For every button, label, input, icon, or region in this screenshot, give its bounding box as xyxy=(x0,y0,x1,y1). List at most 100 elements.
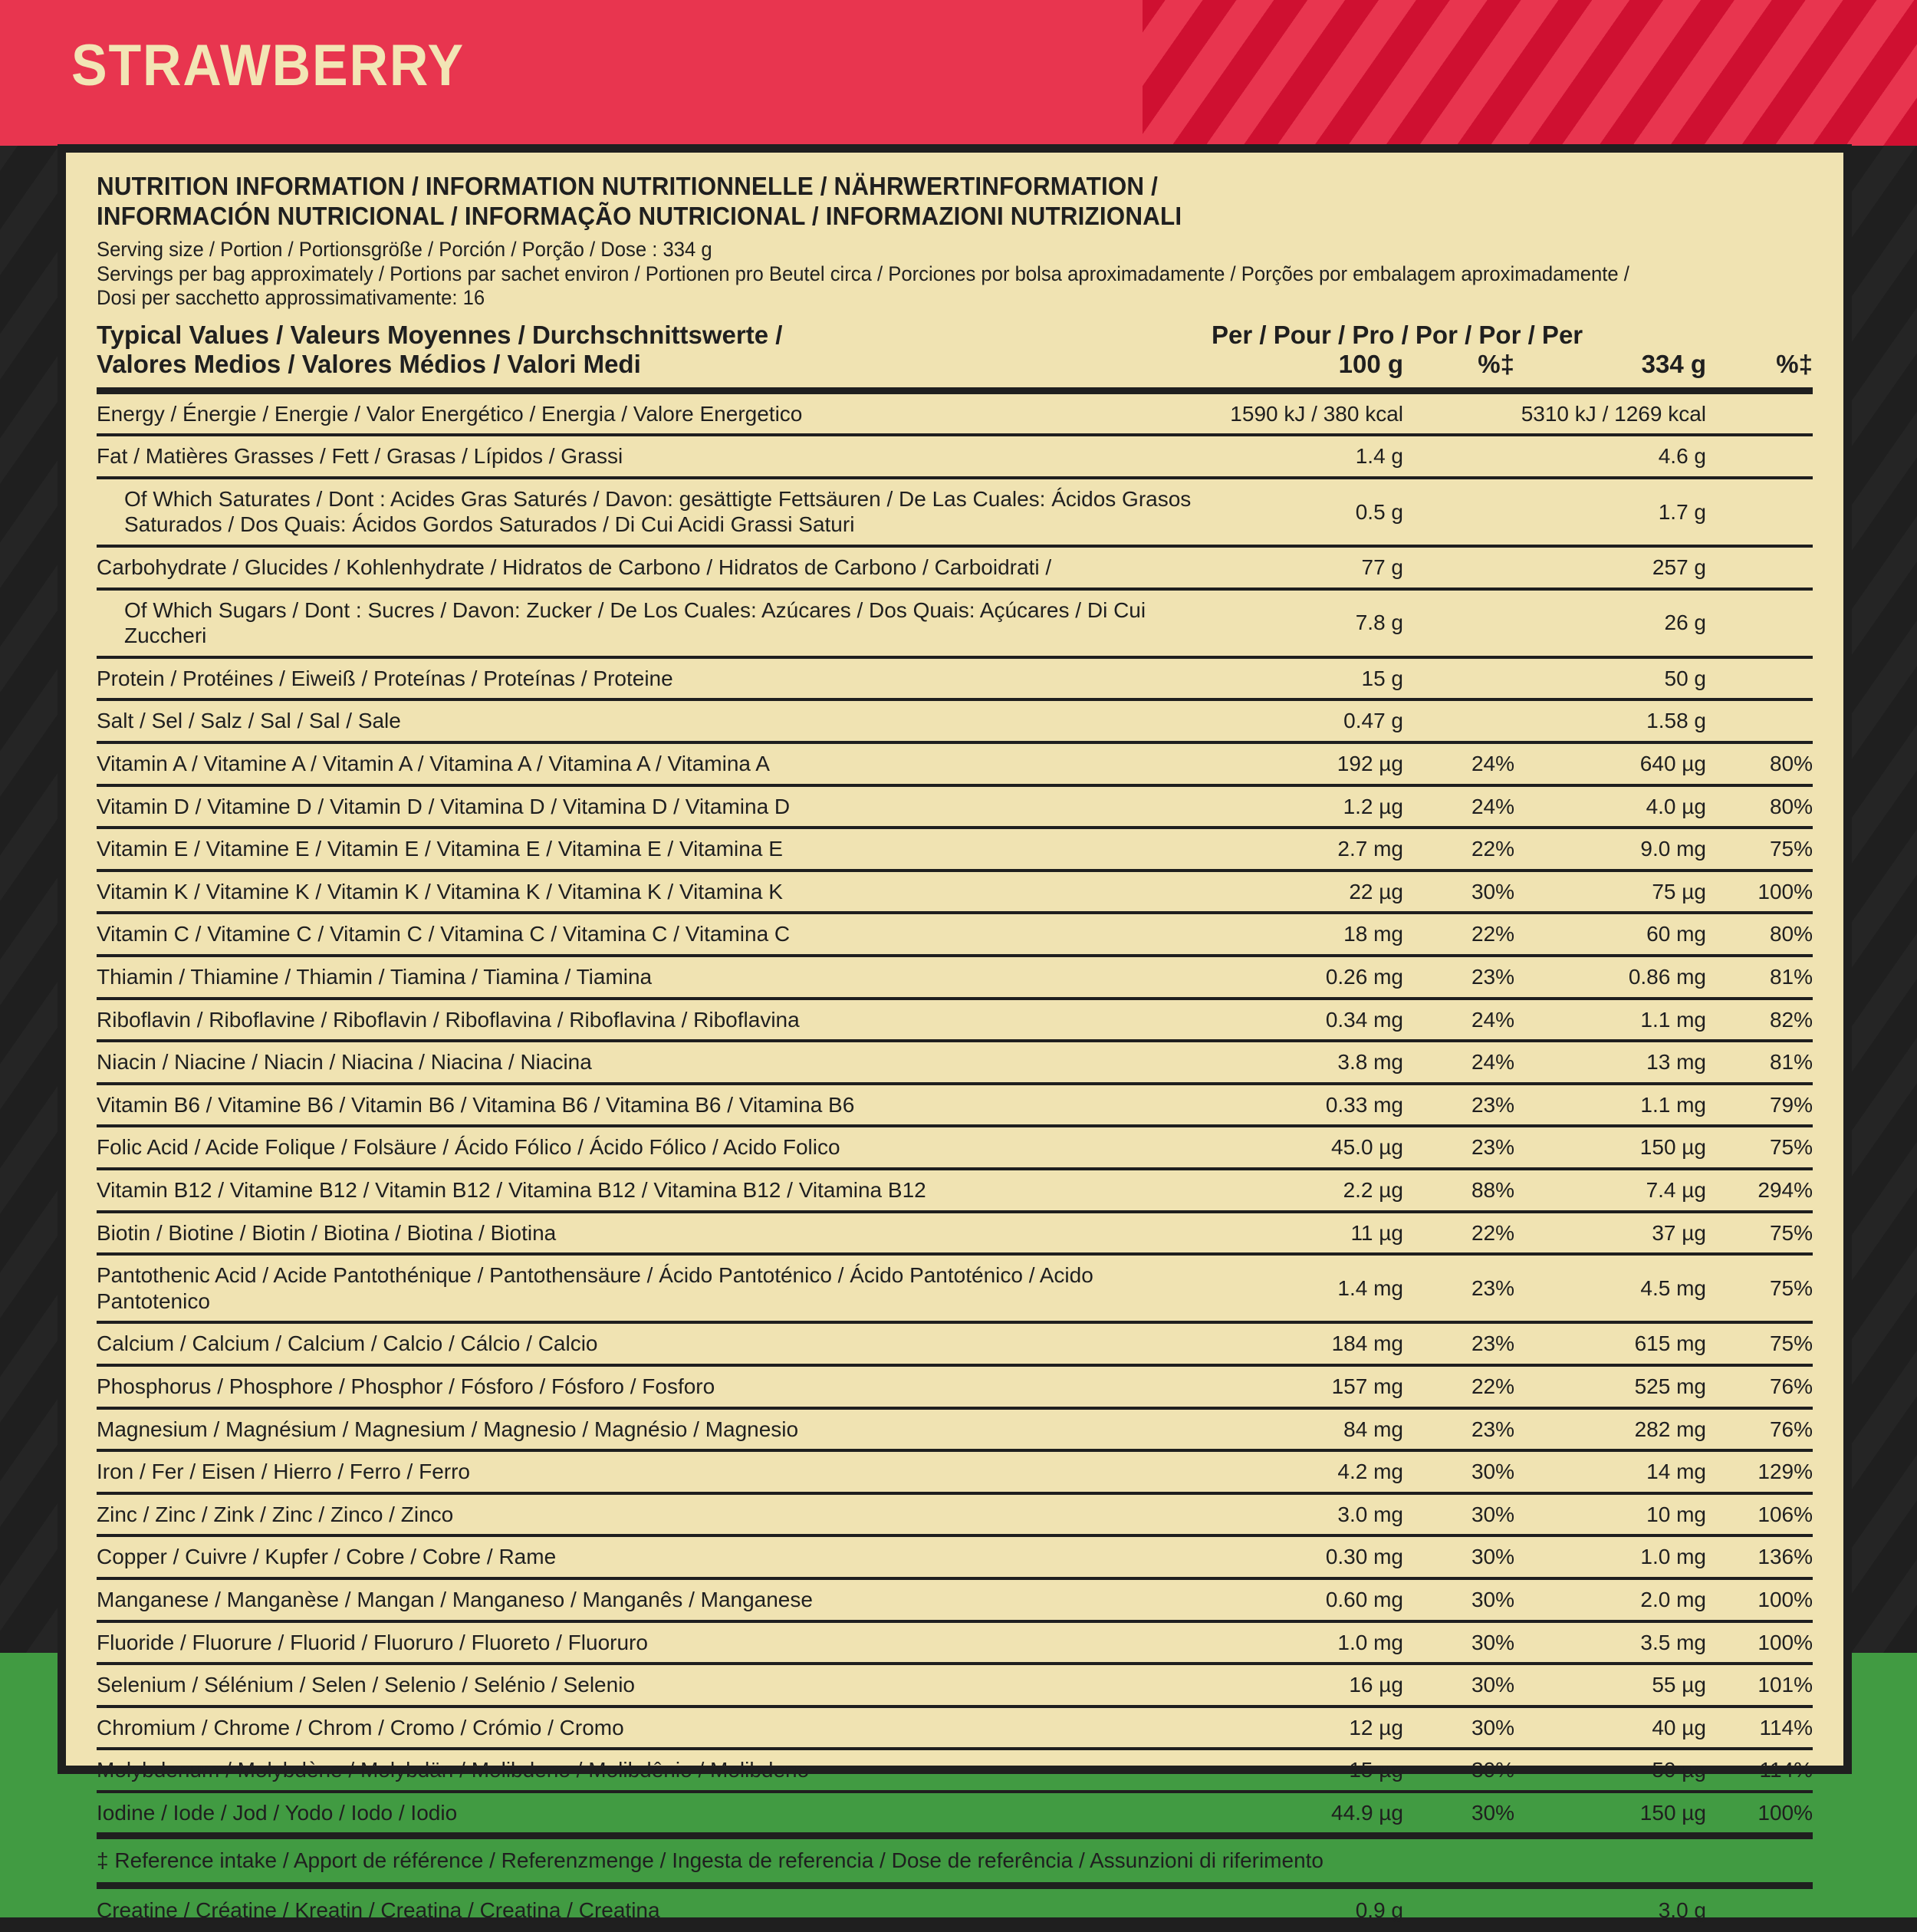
creatine-row: Creatine / Créatine / Kreatin / Creatina… xyxy=(97,1886,1813,1932)
nutrient-name: Copper / Cuivre / Kupfer / Cobre / Cobre… xyxy=(97,1535,1212,1580)
nutrient-name: Of Which Sugars / Dont : Sucres / Davon:… xyxy=(97,588,1212,659)
pct-per-334g: 100% xyxy=(1706,1791,1813,1840)
nutrient-name: Zinc / Zinc / Zink / Zinc / Zinco / Zinc… xyxy=(97,1493,1212,1538)
value-per-334g: 4.0 µg xyxy=(1514,785,1706,830)
nutrition-row: Molybdenum / Molybdène / Molybdän / Moli… xyxy=(97,1749,1813,1793)
pct-per-100g: 30% xyxy=(1403,1621,1514,1666)
nutrient-name: Riboflavin / Riboflavine / Riboflavin / … xyxy=(97,998,1212,1043)
pct-per-334g xyxy=(1706,546,1813,591)
value-per-100g: 1.0 mg xyxy=(1212,1621,1403,1666)
value-per-334g: 5310 kJ / 1269 kcal xyxy=(1514,390,1706,437)
value-per-100g: 11 µg xyxy=(1212,1211,1403,1256)
value-per-100g: 184 mg xyxy=(1212,1322,1403,1367)
value-per-334g: 75 µg xyxy=(1514,870,1706,915)
nutrient-name: Molybdenum / Molybdène / Molybdän / Moli… xyxy=(97,1749,1212,1793)
column-header-100g: 100 g xyxy=(1338,350,1403,379)
column-header-per-prefix: Per / Pour / Pro / Por / Por / Per xyxy=(1212,321,1583,350)
nutrition-row: Vitamin C / Vitamine C / Vitamin C / Vit… xyxy=(97,913,1813,957)
nutrition-row: Salt / Sel / Salz / Sal / Sal / Sale 0.47… xyxy=(97,699,1813,745)
value-per-334g: 4.6 g xyxy=(1514,435,1706,479)
nutrition-row: Biotin / Biotine / Biotin / Biotina / Bi… xyxy=(97,1211,1813,1256)
value-per-334g: 257 g xyxy=(1514,546,1706,591)
nutrient-name: Vitamin B6 / Vitamine B6 / Vitamin B6 / … xyxy=(97,1083,1212,1128)
nutrition-row: Zinc / Zinc / Zink / Zinc / Zinco / Zinc… xyxy=(97,1493,1813,1538)
pct-per-100g: 23% xyxy=(1403,956,1514,1000)
value-per-100g: 0.33 mg xyxy=(1212,1083,1403,1128)
pct-per-334g: 79% xyxy=(1706,1083,1813,1128)
serving-info-block: Serving size / Portion / Portionsgröße /… xyxy=(97,238,1813,310)
nutrition-row: Folic Acid / Acide Folique / Folsäure / … xyxy=(97,1126,1813,1170)
nutrient-name: Vitamin A / Vitamine A / Vitamin A / Vit… xyxy=(97,742,1212,787)
nutrition-row: Iodine / Iode / Jod / Yodo / Iodo / Iodi… xyxy=(97,1791,1813,1840)
pct-per-100g: 22% xyxy=(1403,1364,1514,1410)
nutrition-row: Vitamin D / Vitamine D / Vitamin D / Vit… xyxy=(97,785,1813,830)
value-per-100g: 1.4 mg xyxy=(1212,1254,1403,1325)
pct-per-334g: 75% xyxy=(1706,1254,1813,1325)
nutrient-name: Biotin / Biotine / Biotin / Biotina / Bi… xyxy=(97,1211,1212,1256)
pct-per-100g: 23% xyxy=(1403,1254,1514,1325)
pct-per-334g: 75% xyxy=(1706,1322,1813,1367)
value-per-100g: 2.7 mg xyxy=(1212,828,1403,872)
value-per-334g: 14 mg xyxy=(1514,1450,1706,1495)
pct-per-100g xyxy=(1403,699,1514,745)
nutrition-row: Of Which Sugars / Dont : Sucres / Davon:… xyxy=(97,588,1813,659)
creatine-value-per-100g: 0.9 g xyxy=(1355,1898,1403,1923)
nutrition-panel: NUTRITION INFORMATION / INFORMATION NUTR… xyxy=(66,153,1843,1922)
pct-per-100g: 30% xyxy=(1403,1578,1514,1623)
nutrition-row: Magnesium / Magnésium / Magnesium / Magn… xyxy=(97,1407,1813,1453)
nutrition-header-title-line1: NUTRITION INFORMATION / INFORMATION NUTR… xyxy=(97,172,1159,200)
pct-per-100g: 30% xyxy=(1403,1791,1514,1840)
value-per-334g: 0.86 mg xyxy=(1514,956,1706,1000)
value-per-100g: 45.0 µg xyxy=(1212,1126,1403,1170)
nutrient-name: Energy / Énergie / Energie / Valor Energ… xyxy=(97,390,1212,437)
nutrition-header-title: NUTRITION INFORMATION / INFORMATION NUTR… xyxy=(97,172,1813,231)
value-per-334g: 60 mg xyxy=(1514,913,1706,957)
value-per-100g: 22 µg xyxy=(1212,870,1403,915)
column-header-typical-values-line1: Typical Values / Valeurs Moyennes / Durc… xyxy=(97,321,783,350)
nutrition-row: Chromium / Chrome / Chrom / Cromo / Cróm… xyxy=(97,1706,1813,1751)
pct-per-334g: 100% xyxy=(1706,870,1813,915)
value-per-334g: 40 µg xyxy=(1514,1706,1706,1751)
value-per-334g: 525 mg xyxy=(1514,1364,1706,1410)
nutrition-row: Vitamin B12 / Vitamine B12 / Vitamin B12… xyxy=(97,1168,1813,1213)
pct-per-334g: 114% xyxy=(1706,1749,1813,1793)
pct-per-100g: 30% xyxy=(1403,1664,1514,1708)
pct-per-334g: 129% xyxy=(1706,1450,1813,1495)
column-header-typical-values-line2: Valores Medios / Valores Médios / Valori… xyxy=(97,350,641,379)
value-per-334g: 13 mg xyxy=(1514,1041,1706,1085)
table-header-row: Typical Values / Valeurs Moyennes / Durc… xyxy=(97,321,1813,394)
nutrient-name: Iodine / Iode / Jod / Yodo / Iodo / Iodi… xyxy=(97,1791,1212,1840)
nutrition-row: Manganese / Manganèse / Mangan / Mangane… xyxy=(97,1578,1813,1623)
value-per-334g: 150 µg xyxy=(1514,1126,1706,1170)
creatine-name: Creatine / Créatine / Kreatin / Creatina… xyxy=(97,1898,660,1923)
pct-per-100g: 30% xyxy=(1403,870,1514,915)
nutrient-name: Iron / Fer / Eisen / Hierro / Ferro / Fe… xyxy=(97,1450,1212,1495)
pct-per-100g: 23% xyxy=(1403,1083,1514,1128)
value-per-334g: 55 µg xyxy=(1514,1664,1706,1708)
pct-per-334g: 136% xyxy=(1706,1535,1813,1580)
pct-per-100g: 22% xyxy=(1403,828,1514,872)
value-per-100g: 4.2 mg xyxy=(1212,1450,1403,1495)
pct-per-334g: 101% xyxy=(1706,1664,1813,1708)
value-per-334g: 2.0 mg xyxy=(1514,1578,1706,1623)
column-header-pct-100g: %‡ xyxy=(1403,321,1514,394)
value-per-334g: 37 µg xyxy=(1514,1211,1706,1256)
value-per-100g: 0.26 mg xyxy=(1212,956,1403,1000)
column-header-pct-334g-label: %‡ xyxy=(1776,350,1813,379)
pct-per-100g: 30% xyxy=(1403,1450,1514,1495)
column-header-pct-100g-label: %‡ xyxy=(1478,350,1514,379)
pct-per-100g xyxy=(1403,435,1514,479)
nutrient-name: Pantothenic Acid / Acide Pantothénique /… xyxy=(97,1254,1212,1325)
pct-per-100g xyxy=(1403,477,1514,548)
nutrient-name: Carbohydrate / Glucides / Kohlenhydrate … xyxy=(97,546,1212,591)
value-per-100g: 77 g xyxy=(1212,546,1403,591)
value-per-100g: 0.34 mg xyxy=(1212,998,1403,1043)
value-per-100g: 0.5 g xyxy=(1212,477,1403,548)
pct-per-334g: 82% xyxy=(1706,998,1813,1043)
nutrient-name: Magnesium / Magnésium / Magnesium / Magn… xyxy=(97,1407,1212,1453)
column-header-typical-values: Typical Values / Valeurs Moyennes / Durc… xyxy=(97,321,1212,394)
nutrition-header-title-line2: INFORMACIÓN NUTRICIONAL / INFORMAÇÃO NUT… xyxy=(97,201,1182,230)
nutrition-row: Vitamin K / Vitamine K / Vitamin K / Vit… xyxy=(97,870,1813,915)
nutrition-row: Selenium / Sélénium / Selen / Selenio / … xyxy=(97,1664,1813,1708)
column-header-334g: 334 g xyxy=(1641,350,1706,379)
